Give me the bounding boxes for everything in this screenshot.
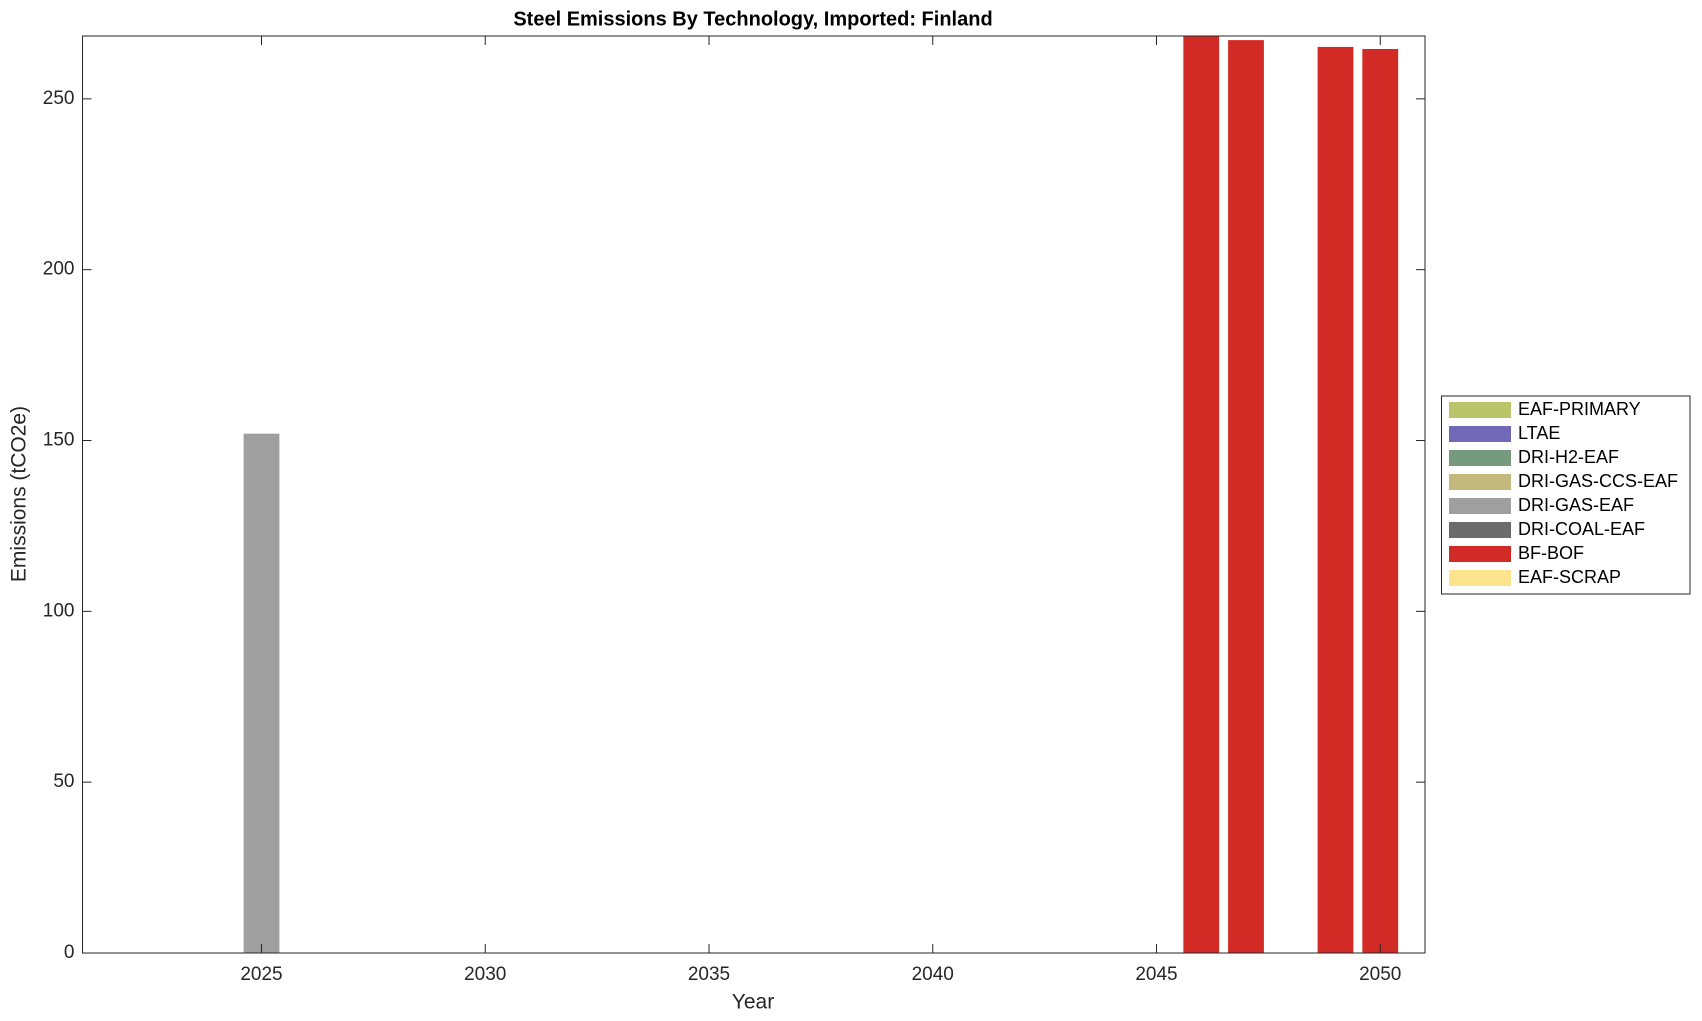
bar-segment	[1183, 36, 1220, 953]
legend-swatch	[1449, 570, 1511, 586]
legend-label: EAF-PRIMARY	[1518, 399, 1641, 419]
y-tick-label: 100	[43, 600, 75, 621]
bar-segment	[1228, 40, 1264, 953]
x-tick-label: 2035	[688, 964, 730, 985]
x-tick-label: 2045	[1135, 964, 1177, 985]
bar-segment	[1317, 46, 1354, 953]
legend-swatch	[1449, 474, 1511, 490]
bar-segment	[1362, 48, 1399, 953]
y-tick-label: 200	[43, 259, 75, 280]
x-tick-label: 2025	[240, 964, 282, 985]
legend-label: EAF-SCRAP	[1518, 567, 1621, 587]
legend-label: DRI-COAL-EAF	[1518, 519, 1645, 539]
x-axis-label: Year	[732, 991, 774, 1014]
legend-swatch	[1449, 522, 1511, 538]
legend-swatch	[1449, 450, 1511, 466]
legend: EAF-PRIMARY LTAE DRI-H2-EAF DRI-GAS-CCS-EAF…	[1441, 395, 1691, 595]
legend-swatch	[1449, 402, 1511, 418]
bars	[243, 36, 1399, 953]
x-tick-label: 2030	[464, 964, 506, 985]
legend-swatch	[1449, 426, 1511, 442]
legend-label: DRI-GAS-EAF	[1518, 495, 1634, 515]
legend-label: LTAE	[1518, 423, 1560, 443]
plot-area	[82, 36, 1425, 953]
y-tick-label: 250	[43, 88, 75, 109]
legend-label: DRI-GAS-CCS-EAF	[1518, 471, 1678, 491]
legend-swatch	[1449, 546, 1511, 562]
y-tick-label: 0	[64, 942, 75, 963]
y-tick-label: 150	[43, 430, 75, 451]
axes-box	[82, 35, 1426, 954]
legend-label: BF-BOF	[1518, 543, 1584, 563]
y-tick-label: 50	[53, 771, 74, 792]
bar-segment	[243, 433, 280, 953]
y-axis-label: Emissions (tCO2e)	[8, 406, 31, 582]
chart-title: Steel Emissions By Technology, Imported:…	[513, 8, 992, 30]
x-tick-label: 2050	[1359, 964, 1401, 985]
legend-label: DRI-H2-EAF	[1518, 447, 1619, 467]
x-tick-label: 2040	[912, 964, 954, 985]
legend-swatch	[1449, 498, 1511, 514]
